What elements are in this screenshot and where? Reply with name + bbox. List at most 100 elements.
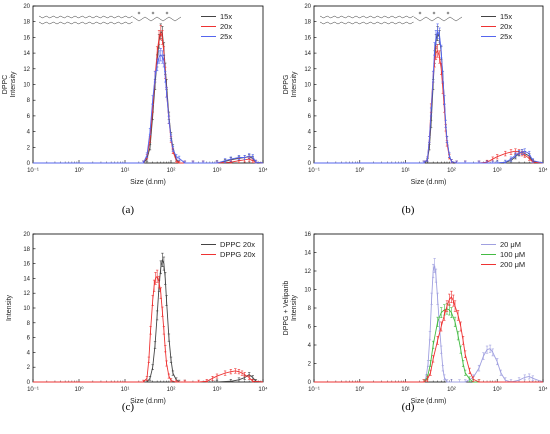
y-tick-label: 6 [308, 114, 312, 120]
chart-panel-2: 0 2 4 6 8 10 12 14 16 18 20 10⁻¹ 10⁰ 10¹ 10² 10³ 10⁴ Size… [283, 4, 548, 186]
x-tick-label: 10² [447, 387, 456, 393]
legend-label: 200 μM [500, 260, 525, 269]
molecule-structure-image [38, 11, 182, 25]
y-tick-label: 0 [27, 161, 31, 167]
y-axis-label: DPPG [283, 75, 290, 95]
hydrocarbon-chain [319, 21, 414, 25]
legend-label: 20x [220, 22, 232, 31]
y-tick-label: 8 [27, 98, 31, 104]
oxygen-atom [151, 11, 155, 15]
series-line [33, 275, 264, 383]
y-tick-label: 0 [27, 380, 31, 386]
headgroup-chain [413, 16, 463, 22]
y-tick-label: 4 [308, 343, 312, 349]
x-tick-label: 10⁻¹ [308, 387, 320, 393]
y-tick-label: 4 [27, 350, 31, 356]
y-tick-label: 20 [304, 4, 311, 10]
x-tick-label: 10¹ [121, 387, 130, 393]
legend-label: DPPC 20x [220, 240, 255, 249]
legend-label: 25x [500, 32, 512, 41]
y-tick-label: 6 [27, 336, 31, 342]
x-tick-label: 10⁰ [74, 167, 84, 174]
y-tick-label: 12 [304, 67, 311, 73]
y-tick-label: 10 [304, 288, 311, 294]
y-tick-label: 18 [23, 20, 30, 26]
chart-panel-4: 0 2 4 6 8 10 12 14 16 10⁻¹ 10⁰ 10¹ 10² 10³ 10⁴ Size (d.… [283, 232, 548, 405]
series-line [314, 29, 544, 164]
x-tick-label: 10¹ [401, 168, 410, 174]
x-tick-label: 10⁰ [355, 167, 365, 174]
y-tick-label: 2 [308, 145, 312, 151]
x-tick-label: 10² [167, 387, 176, 393]
chart-panel-3: 0 2 4 6 8 10 12 14 16 18 20 10⁻¹ 10⁰ 10¹ 10² 10³ 10⁴ Size… [6, 232, 268, 405]
y-tick-label: 8 [27, 321, 31, 327]
legend-label: 15x [500, 12, 512, 21]
panel-label: (c) [122, 401, 135, 413]
headgroup-chain [132, 16, 182, 22]
y-tick-label: 10 [304, 83, 311, 89]
y-tick-label: 8 [308, 98, 312, 104]
y-tick-label: 18 [304, 20, 311, 26]
hydrocarbon-chain [319, 15, 414, 19]
y-tick-label: 6 [27, 114, 31, 120]
oxygen-atom [432, 11, 436, 15]
x-tick-label: 10⁴ [538, 386, 548, 393]
panel-label: (b) [402, 204, 415, 216]
x-tick-label: 10² [167, 168, 176, 174]
x-axis-label: Size (d.nm) [130, 398, 166, 405]
hydrocarbon-chain [38, 15, 133, 19]
x-tick-label: 10⁴ [538, 167, 548, 174]
x-tick-label: 10³ [493, 387, 502, 393]
series-line [314, 265, 544, 383]
y-tick-label: 16 [23, 262, 30, 268]
y-axis-label: DPPG + Veliparib [283, 281, 290, 336]
y-tick-label: 20 [23, 4, 30, 10]
y-tick-label: 10 [23, 83, 30, 89]
y-tick-label: 4 [308, 130, 312, 136]
y-axis-label: Intensity [291, 294, 298, 321]
series-line [33, 29, 264, 164]
y-tick-label: 6 [308, 325, 312, 331]
series-line [33, 31, 264, 164]
y-axis-label: DPPC [2, 75, 9, 94]
series-line [314, 308, 543, 383]
legend-label: 15x [220, 12, 232, 21]
x-axis-label: Size (d.nm) [411, 398, 447, 405]
y-tick-label: 14 [304, 251, 311, 257]
panel-label: (a) [122, 204, 135, 216]
oxygen-atom [446, 11, 450, 15]
y-tick-label: 0 [308, 380, 312, 386]
y-tick-label: 14 [23, 51, 30, 57]
legend-label: 25x [220, 32, 232, 41]
y-axis-label: Intensity [291, 71, 298, 98]
x-tick-label: 10² [447, 168, 456, 174]
y-tick-label: 16 [304, 232, 311, 238]
x-tick-label: 10⁻¹ [27, 168, 39, 174]
x-tick-label: 10⁰ [355, 386, 365, 393]
oxygen-atom [137, 11, 141, 15]
hydrocarbon-chain [38, 21, 133, 25]
molecule-structure-image [319, 11, 463, 25]
x-tick-label: 10⁻¹ [27, 387, 39, 393]
x-tick-label: 10⁴ [258, 386, 268, 393]
y-tick-label: 16 [23, 35, 30, 41]
y-tick-label: 12 [304, 269, 311, 275]
y-tick-label: 16 [304, 35, 311, 41]
legend-label: 100 μM [500, 250, 525, 259]
y-tick-label: 0 [308, 161, 312, 167]
chart-panel-1: 0 2 4 6 8 10 12 14 16 18 20 10⁻¹ 10⁰ 10¹ 10² 10³ 10⁴ Size… [2, 4, 268, 186]
x-axis-label: Size (d.nm) [130, 179, 166, 186]
y-tick-label: 8 [308, 306, 312, 312]
y-tick-label: 12 [23, 67, 30, 73]
legend-label: 20 μM [500, 240, 521, 249]
x-tick-label: 10⁴ [258, 167, 268, 174]
series-line [314, 296, 543, 383]
x-tick-label: 10³ [493, 168, 502, 174]
x-tick-label: 10³ [213, 387, 222, 393]
x-tick-label: 10¹ [401, 387, 410, 393]
y-tick-label: 12 [23, 291, 30, 297]
y-tick-label: 14 [23, 276, 30, 282]
x-tick-label: 10¹ [121, 168, 130, 174]
y-tick-label: 2 [27, 145, 31, 151]
